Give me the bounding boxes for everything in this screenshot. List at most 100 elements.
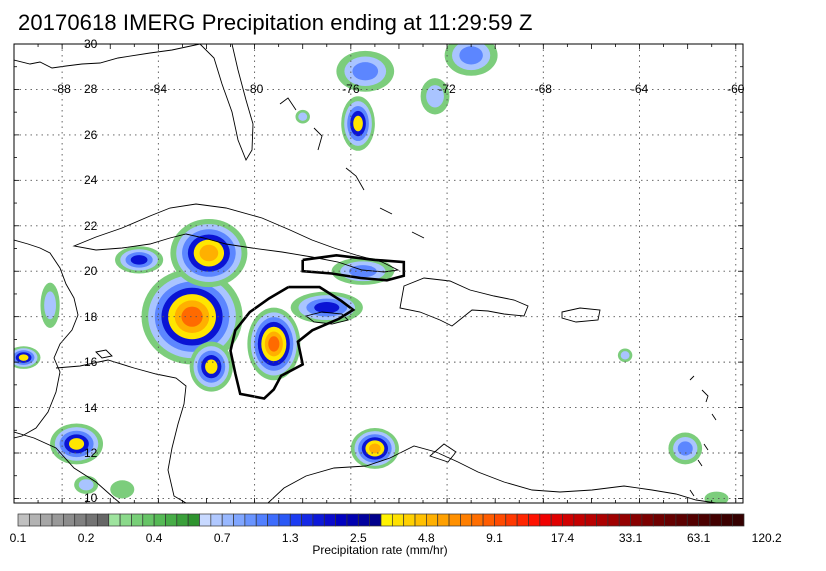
colorbar-tick-label: 0.4 bbox=[145, 531, 163, 545]
colorbar-tick-label: 33.1 bbox=[618, 531, 643, 545]
colorbar-swatch bbox=[346, 513, 359, 527]
precip-cell bbox=[50, 423, 104, 465]
coastline-pacific-central bbox=[14, 431, 121, 503]
colorbar-swatch bbox=[119, 513, 132, 527]
colorbar-swatch bbox=[698, 513, 711, 527]
lat-label: 10 bbox=[84, 491, 98, 506]
colorbar-swatch bbox=[596, 513, 609, 527]
coastline-bahamas bbox=[279, 97, 425, 239]
colorbar-swatch bbox=[131, 513, 144, 527]
precip-level bbox=[459, 46, 483, 65]
colorbar-swatch bbox=[732, 513, 745, 527]
coastline-florida bbox=[14, 44, 254, 162]
colorbar-swatch bbox=[720, 513, 733, 527]
precip-cell bbox=[170, 218, 248, 288]
colorbar-swatch bbox=[448, 513, 461, 527]
colorbar-tick-label: 0.1 bbox=[9, 531, 27, 545]
lat-label: 30 bbox=[84, 37, 98, 51]
precip-cell bbox=[110, 480, 135, 499]
lat-label: 12 bbox=[84, 446, 98, 460]
coastline-honduras-nicaragua bbox=[55, 359, 187, 503]
coastline-hispaniola bbox=[399, 277, 529, 327]
colorbar-swatch bbox=[505, 513, 518, 527]
colorbar-tick-label: 63.1 bbox=[686, 531, 711, 545]
colorbar-swatch bbox=[233, 513, 246, 527]
precip-cell bbox=[247, 307, 301, 381]
colorbar-swatch bbox=[108, 513, 121, 527]
colorbar-swatch bbox=[97, 513, 110, 527]
colorbar-swatch bbox=[85, 513, 98, 527]
coastline-colombia-venezuela bbox=[267, 445, 717, 503]
precip-level bbox=[78, 479, 94, 491]
colorbar-tick-label: 0.7 bbox=[213, 531, 231, 545]
precip-cell bbox=[704, 491, 729, 503]
colorbar-swatch bbox=[51, 513, 64, 527]
colorbar-swatch bbox=[199, 513, 212, 527]
precip-level bbox=[298, 112, 308, 121]
lat-label: 26 bbox=[84, 127, 98, 142]
lon-label: -88 bbox=[53, 82, 71, 97]
contour-south-cuba bbox=[301, 253, 406, 282]
colorbar-swatch bbox=[244, 513, 257, 527]
colorbar-swatch bbox=[550, 513, 563, 527]
colorbar-swatch bbox=[380, 513, 393, 527]
precip-cell bbox=[295, 109, 310, 124]
colorbar-tick-label: 120.2 bbox=[751, 531, 782, 545]
colorbar-swatch bbox=[403, 513, 416, 527]
map-frame bbox=[13, 43, 744, 504]
colorbar-swatch bbox=[426, 513, 439, 527]
colorbar-swatch bbox=[255, 513, 268, 527]
precip-level bbox=[18, 354, 29, 361]
colorbar-swatch bbox=[652, 513, 665, 527]
precip-cell bbox=[74, 475, 99, 494]
colorbar-swatch bbox=[573, 513, 586, 527]
colorbar-swatch bbox=[460, 513, 473, 527]
colorbar-tick-label: 17.4 bbox=[550, 531, 575, 545]
lat-label: 22 bbox=[84, 218, 98, 233]
map-title: 20170618 IMERG Precipitation ending at 1… bbox=[18, 10, 533, 35]
lat-label: 28 bbox=[84, 82, 98, 97]
lat-label: 18 bbox=[84, 309, 98, 324]
colorbar-swatch bbox=[153, 513, 166, 527]
precip-level bbox=[68, 438, 85, 450]
lon-label: -64 bbox=[630, 82, 649, 97]
lat-label: 14 bbox=[84, 400, 98, 415]
coastline-layer bbox=[14, 44, 717, 503]
colorbar-swatch bbox=[618, 513, 631, 527]
precip-cell bbox=[14, 346, 41, 369]
precip-level bbox=[369, 443, 381, 454]
coastline-jamaica bbox=[304, 311, 349, 325]
colorbar-swatch bbox=[686, 513, 699, 527]
coastline-cuba bbox=[72, 203, 400, 273]
colorbar-swatch bbox=[289, 513, 302, 527]
colorbar-swatch bbox=[357, 513, 370, 527]
precip-level bbox=[620, 351, 630, 360]
colorbar-tick-label: 9.1 bbox=[486, 531, 503, 545]
precip-cell bbox=[617, 348, 633, 363]
precip-cell bbox=[668, 432, 703, 465]
precipitation-layer bbox=[14, 44, 729, 503]
precip-level bbox=[704, 491, 729, 503]
colorbar-swatch bbox=[176, 513, 189, 527]
lon-label: -84 bbox=[149, 82, 168, 97]
colorbar-swatch bbox=[74, 513, 87, 527]
colorbar-swatch bbox=[301, 513, 314, 527]
lat-label: 20 bbox=[84, 264, 98, 279]
colorbar-swatch bbox=[437, 513, 450, 527]
coastline-puerto-rico bbox=[561, 307, 601, 323]
colorbar-swatch bbox=[40, 513, 53, 527]
colorbar-swatch bbox=[221, 513, 234, 527]
colorbar-tick-label: 0.2 bbox=[77, 531, 95, 545]
colorbar-swatch bbox=[312, 513, 325, 527]
precip-level bbox=[44, 291, 57, 320]
precip-level bbox=[110, 480, 135, 499]
coastline-yucatan bbox=[14, 239, 79, 439]
colorbar-swatch bbox=[528, 513, 541, 527]
colorbar-swatch bbox=[323, 513, 336, 527]
colorbar-swatch bbox=[584, 513, 597, 527]
colorbar-swatch bbox=[369, 513, 382, 527]
precip-level bbox=[677, 441, 693, 456]
colorbar-swatch bbox=[471, 513, 484, 527]
colorbar-swatch bbox=[482, 513, 495, 527]
